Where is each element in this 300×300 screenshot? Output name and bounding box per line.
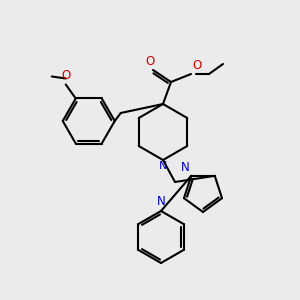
Text: O: O <box>192 59 201 72</box>
Text: N: N <box>157 195 165 208</box>
Text: N: N <box>181 161 189 174</box>
Text: O: O <box>146 55 154 68</box>
Text: O: O <box>61 70 70 83</box>
Text: N: N <box>159 161 167 171</box>
